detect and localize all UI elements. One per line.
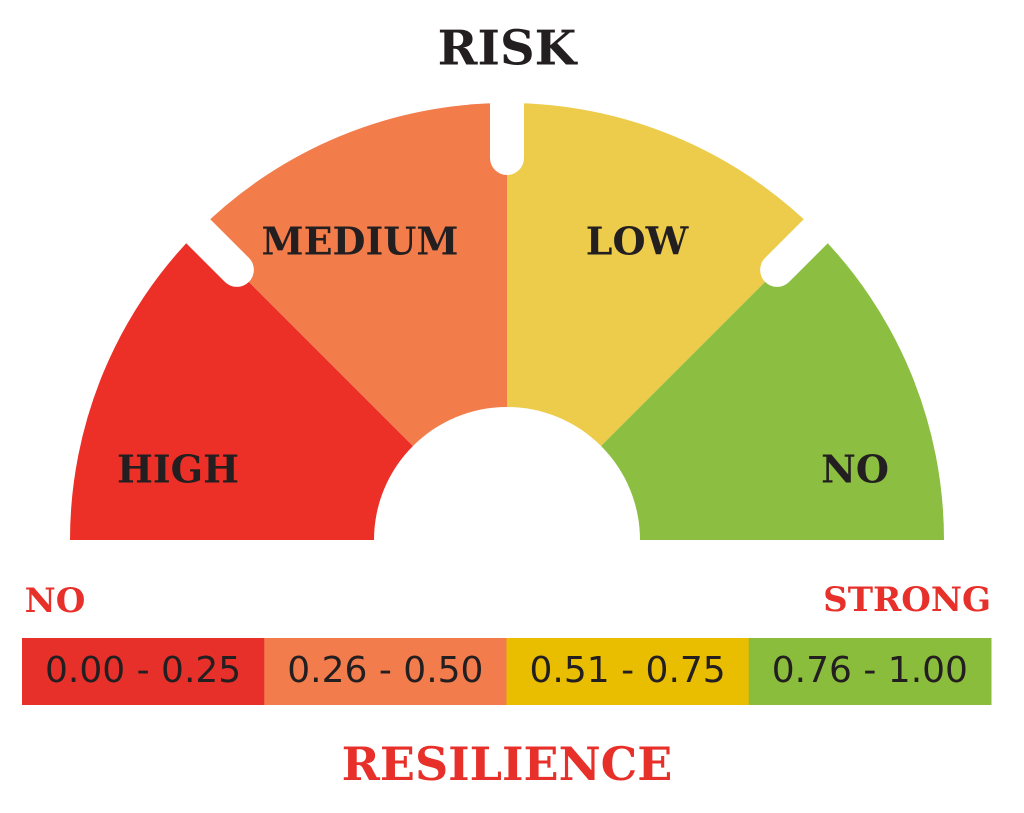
gauge-label: NO <box>821 447 889 492</box>
scale-title: RESILIENCE <box>342 737 673 791</box>
gauge-segment <box>507 230 944 541</box>
scale-cell <box>748 638 992 705</box>
gauge-label: HIGH <box>117 447 239 492</box>
scale-cell <box>264 638 507 705</box>
gauge-notch <box>166 199 254 287</box>
notches <box>166 66 848 287</box>
scale-range: 0.76 - 1.00 <box>772 650 968 691</box>
gauge-segment <box>70 230 507 541</box>
scale-bar: 0.00 - 0.25 0.26 - 0.50 0.51 - 0.75 0.76 - … <box>22 638 992 705</box>
scale-cell <box>506 638 750 705</box>
scale-range: 0.51 - 0.75 <box>530 650 726 691</box>
scale-right-label: STRONG <box>823 580 991 620</box>
scale-range: 0.00 - 0.25 <box>45 650 241 691</box>
gauge-base-mask <box>0 540 1024 560</box>
scale-cell <box>22 638 265 705</box>
gauge-segment <box>507 103 817 540</box>
scale-left-label: NO <box>25 581 86 621</box>
gauge-label: LOW <box>586 219 690 264</box>
gauge-notch <box>760 199 848 287</box>
title: RISK <box>438 21 579 77</box>
gauge-segment <box>197 103 508 540</box>
gauge: HIGH MEDIUM LOW NO <box>70 103 944 541</box>
gauge-label: MEDIUM <box>262 219 459 264</box>
scale-range: 0.26 - 0.50 <box>287 650 483 691</box>
